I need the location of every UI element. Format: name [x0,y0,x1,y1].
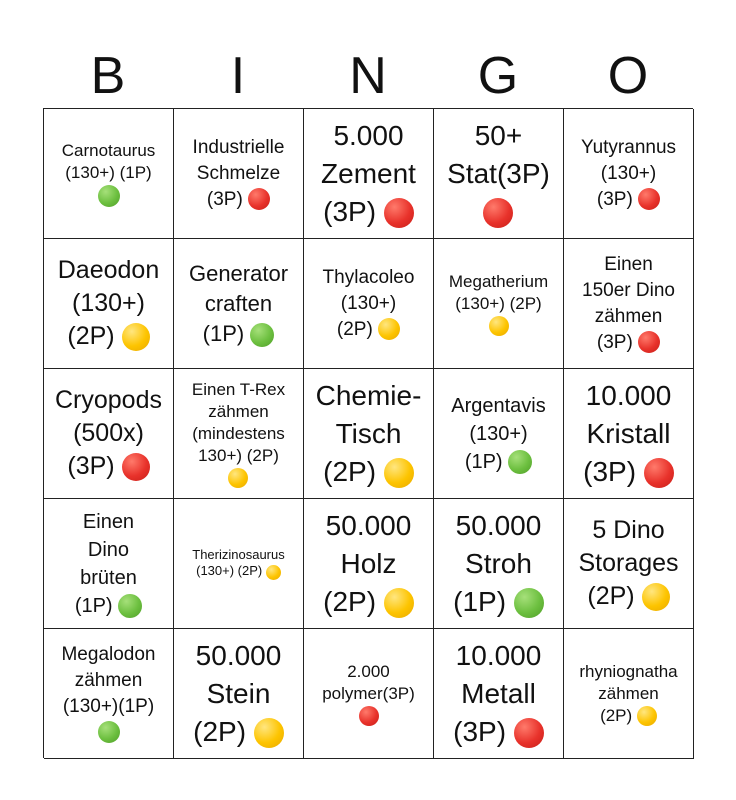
bingo-cell[interactable]: 5 Dino Storages (2P) [564,499,694,629]
bingo-cell[interactable]: Chemie- Tisch (2P) [304,369,434,499]
yellow-circle-icon [121,323,150,352]
header-letter-g: G [477,47,519,105]
bingo-cell[interactable]: 50.000 Stein (2P) [174,629,304,759]
bingo-board: Carnotaurus (130+) (1P) Industrielle Sch… [43,108,694,759]
green-circle-icon [513,588,544,619]
cell-text: 50.000 Stroh (1P) [453,509,542,617]
cell-text: 5.000 Zement (3P) [321,119,416,227]
cell-text: Therizinosaurus (130+) (2P) [192,547,285,579]
bingo-cell[interactable]: 50.000 Holz (2P) [304,499,434,629]
bingo-header: B I N G O [43,42,693,110]
yellow-circle-icon [228,468,249,489]
bingo-cell[interactable]: Therizinosaurus (130+) (2P) [174,499,304,629]
yellow-circle-icon [383,458,414,489]
bingo-cell[interactable]: 50.000 Stroh (1P) [434,499,564,629]
red-circle-icon [483,198,514,229]
cell-text: Megalodon zähmen (130+)(1P) [61,643,156,717]
bingo-cell[interactable]: Thylacoleo (130+) (2P) [304,239,434,369]
bingo-cell[interactable]: 50+ Stat(3P) [434,109,564,239]
bingo-cell[interactable]: Industrielle Schmelze (3P) [174,109,304,239]
bingo-cell[interactable]: 2.000 polymer(3P) [304,629,434,759]
cell-text: Thylacoleo (130+) (2P) [322,266,415,340]
red-circle-icon [638,188,661,211]
cell-text: Einen T-Rex zähmen (mindestens 130+) (2P… [191,379,286,465]
red-circle-icon [513,718,544,749]
bingo-cell[interactable]: rhyniognatha zähmen (2P) [564,629,694,759]
cell-text: 2.000 polymer(3P) [322,661,415,703]
yellow-circle-icon [636,706,657,727]
bingo-cell[interactable]: Einen Dino brüten (1P) [44,499,174,629]
cell-text: 10.000 Metall (3P) [453,639,542,747]
header-letter-o: O [607,47,649,105]
cell-text: Einen 150er Dino zähmen (3P) [582,253,675,353]
bingo-cell[interactable]: Einen 150er Dino zähmen (3P) [564,239,694,369]
red-circle-icon [638,331,661,354]
cell-text: 50.000 Holz (2P) [323,509,412,617]
green-circle-icon [97,184,120,207]
green-circle-icon [118,594,143,619]
cell-text: rhyniognatha zähmen (2P) [579,661,678,725]
bingo-cell[interactable]: 5.000 Zement (3P) [304,109,434,239]
green-circle-icon [97,721,120,744]
cell-text: Yutyrannus (130+) (3P) [580,136,677,210]
bingo-cell[interactable]: Argentavis (130+) (1P) [434,369,564,499]
bingo-cell[interactable]: Carnotaurus (130+) (1P) [44,109,174,239]
cell-text: Chemie- Tisch (2P) [315,379,422,487]
bingo-cell[interactable]: 10.000 Kristall (3P) [564,369,694,499]
cell-text: Daeodon (130+) (2P) [57,256,160,350]
red-circle-icon [248,188,271,211]
yellow-circle-icon [383,588,414,619]
cell-text: Megatherium (130+) (2P) [448,271,549,313]
bingo-cell[interactable]: Cryopods (500x) (3P) [44,369,174,499]
red-circle-icon [358,706,379,727]
green-circle-icon [250,322,275,347]
yellow-circle-icon [265,564,281,580]
yellow-circle-icon [253,718,284,749]
red-circle-icon [121,453,150,482]
green-circle-icon [508,450,533,475]
yellow-circle-icon [488,316,509,337]
cell-text: Argentavis (130+) (1P) [451,394,546,473]
header-letter-b: B [90,47,126,105]
bingo-cell[interactable]: 10.000 Metall (3P) [434,629,564,759]
header-letter-n: N [349,47,387,105]
cell-text: 5 Dino Storages (2P) [578,516,679,610]
bingo-cell[interactable]: Megalodon zähmen (130+)(1P) [44,629,174,759]
cell-text: Carnotaurus (130+) (1P) [61,141,156,183]
bingo-cell[interactable]: Megatherium (130+) (2P) [434,239,564,369]
cell-text: Einen Dino brüten (1P) [74,510,137,617]
bingo-cell[interactable]: Daeodon (130+) (2P) [44,239,174,369]
red-circle-icon [643,458,674,489]
header-letter-i: I [230,47,246,105]
cell-text: Cryopods (500x) (3P) [55,386,162,480]
cell-text: 50+ Stat(3P) [447,119,550,189]
bingo-cell[interactable]: Yutyrannus (130+) (3P) [564,109,694,239]
red-circle-icon [383,198,414,229]
yellow-circle-icon [378,318,401,341]
bingo-cell[interactable]: Einen T-Rex zähmen (mindestens 130+) (2P… [174,369,304,499]
cell-text: 50.000 Stein (2P) [193,639,282,747]
cell-text: Industrielle Schmelze (3P) [192,136,285,210]
bingo-cell[interactable]: Generator craften (1P) [174,239,304,369]
cell-text: Generator craften (1P) [188,260,289,346]
yellow-circle-icon [641,583,670,612]
cell-text: 10.000 Kristall (3P) [583,379,672,487]
